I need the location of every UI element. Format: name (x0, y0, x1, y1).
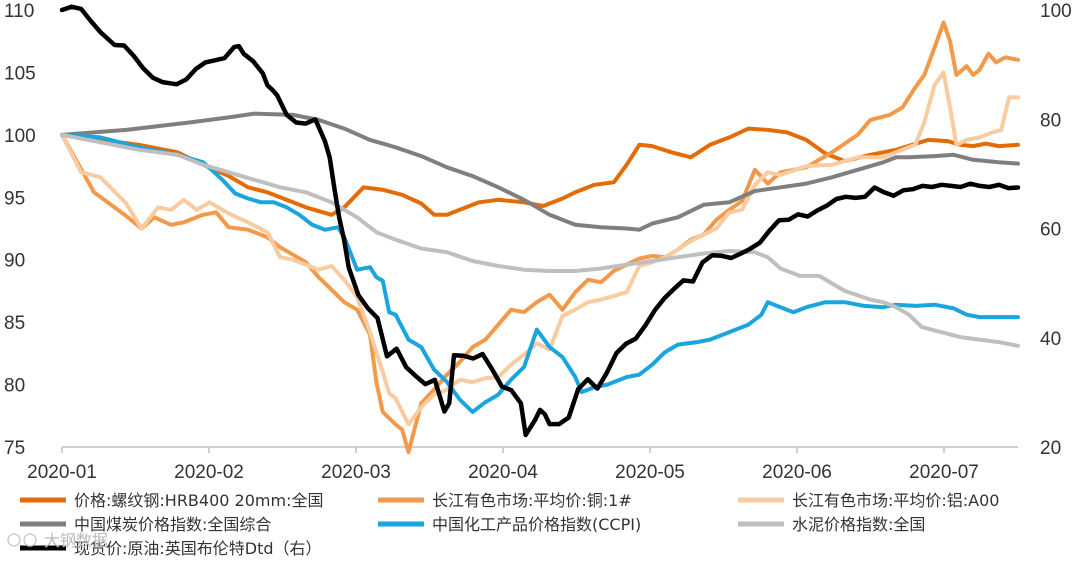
series-line-1 (60, 20, 1020, 454)
y-right-tick-label: 60 (1040, 220, 1061, 241)
y-left-tick-label: 100 (4, 126, 36, 147)
y-right-tick-label: 100 (1040, 1, 1072, 22)
y-right-tick-label: 20 (1040, 438, 1061, 459)
watermark: 大钢数据 (7, 531, 108, 550)
y-left-tick-label: 85 (4, 313, 25, 334)
y-left-tick-label: 95 (4, 188, 25, 209)
chart-series (59, 4, 1021, 454)
series-line-2 (60, 70, 1020, 427)
y-left-tick-label: 80 (4, 376, 25, 397)
series-line-5 (60, 132, 1020, 348)
legend-entry: 长江有色市场:平均价:铜:1# (432, 491, 632, 510)
x-tick-label: 2020-05 (615, 462, 685, 483)
watermark-icon (7, 533, 21, 547)
x-tick-label: 2020-06 (762, 462, 832, 483)
watermark-icon-inner (23, 533, 37, 547)
legend-entry: 长江有色市场:平均价:铝:A00 (792, 491, 999, 510)
chart-legend: 价格:螺纹钢:HRB400 20mm:全国 长江有色市场:平均价:铜:1# 长江有色… (20, 491, 999, 558)
x-tick-label: 2020-07 (909, 462, 979, 483)
legend-entry: 水泥价格指数:全国 (792, 515, 925, 534)
y-left-tick-label: 75 (4, 438, 25, 459)
watermark-text: 大钢数据 (44, 531, 108, 550)
y-left-tick-label: 110 (4, 1, 34, 22)
series-line-6 (59, 4, 1021, 438)
chart-axes: 2020-01 2020-02 2020-03 2020-04 2020-05 2020-… (4, 1, 1072, 483)
legend-entry: 现货价:原油:英国布伦特Dtd（右） (74, 539, 322, 558)
legend-entry: 中国煤炭价格指数:全国综合 (74, 515, 271, 534)
x-tick-label: 2020-03 (321, 462, 391, 483)
series-line-3 (60, 111, 1020, 232)
x-tick-label: 2020-02 (174, 462, 244, 483)
y-right-tick-label: 40 (1040, 329, 1061, 350)
series-line-4 (60, 132, 1020, 414)
x-tick-label: 2020-01 (27, 462, 97, 483)
y-right-tick-label: 80 (1040, 110, 1061, 131)
legend-entry: 中国化工产品价格指数(CCPI) (432, 515, 641, 534)
x-tick-label: 2020-04 (468, 462, 538, 483)
y-left-tick-label: 105 (4, 63, 36, 84)
y-left-tick-label: 90 (4, 251, 25, 272)
series-line-0 (60, 126, 1020, 217)
legend-entry: 价格:螺纹钢:HRB400 20mm:全国 (74, 491, 323, 510)
